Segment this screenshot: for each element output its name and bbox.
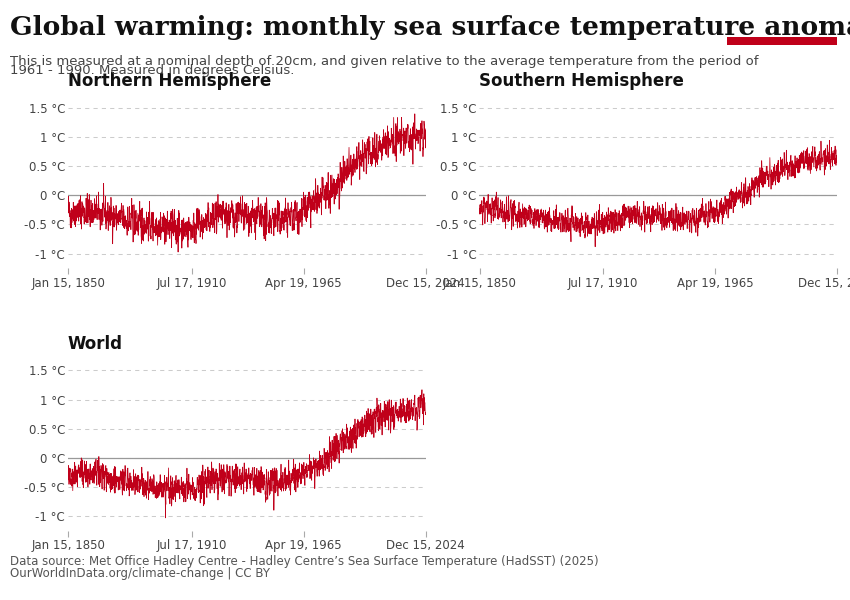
Text: World: World — [68, 335, 123, 353]
Text: Data source: Met Office Hadley Centre - Hadley Centre’s Sea Surface Temperature : Data source: Met Office Hadley Centre - … — [10, 555, 598, 568]
Text: This is measured at a nominal depth of 20cm, and given relative to the average t: This is measured at a nominal depth of 2… — [10, 55, 759, 68]
Bar — [727, 37, 837, 45]
Text: Northern Hemisphere: Northern Hemisphere — [68, 72, 271, 90]
Text: Global warming: monthly sea surface temperature anomaly: Global warming: monthly sea surface temp… — [10, 15, 850, 40]
Text: Our World: Our World — [751, 11, 813, 21]
Text: Southern Hemisphere: Southern Hemisphere — [479, 72, 684, 90]
Text: 1961 - 1990. Measured in degrees Celsius.: 1961 - 1990. Measured in degrees Celsius… — [10, 64, 295, 77]
Text: in Data: in Data — [760, 20, 804, 31]
Text: OurWorldInData.org/climate-change | CC BY: OurWorldInData.org/climate-change | CC B… — [10, 567, 270, 580]
